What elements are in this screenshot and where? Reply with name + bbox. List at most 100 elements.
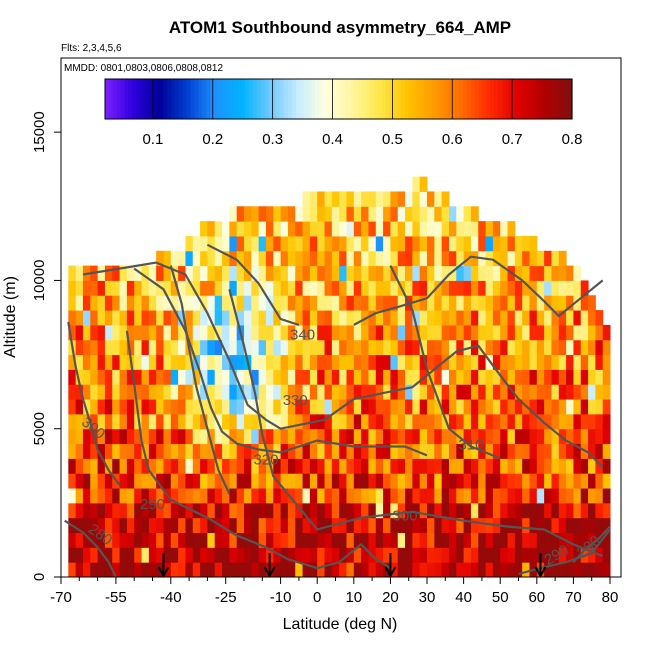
heatmap-cell <box>156 399 164 415</box>
heatmap-cell <box>485 310 494 326</box>
heatmap-cell <box>383 191 391 207</box>
heatmap-cell <box>258 547 267 563</box>
heatmap-cell <box>119 488 128 504</box>
heatmap-cell <box>141 413 150 430</box>
heatmap-cell <box>405 547 413 563</box>
heatmap-cell <box>434 354 443 370</box>
heatmap-cell <box>397 488 406 504</box>
flights-note: Flts: 2,3,4,5,6 <box>61 43 122 54</box>
heatmap-cell <box>573 384 582 400</box>
heatmap-cell <box>207 339 216 356</box>
heatmap-cell <box>192 488 201 504</box>
heatmap-cell <box>412 547 421 563</box>
heatmap-cell <box>566 502 574 519</box>
heatmap-cell <box>97 473 106 489</box>
heatmap-cell <box>375 517 384 534</box>
heatmap-cell <box>244 517 252 534</box>
heatmap-cell <box>287 502 296 519</box>
heatmap-cell <box>112 354 121 370</box>
heatmap-cell <box>558 280 567 296</box>
heatmap-cell <box>339 191 347 207</box>
heatmap-cell <box>287 339 296 356</box>
heatmap-cell <box>68 310 77 326</box>
heatmap-cell <box>82 280 91 296</box>
heatmap-cell <box>412 310 421 326</box>
heatmap-cell <box>602 547 611 563</box>
heatmap-cell <box>265 324 274 341</box>
heatmap-cell <box>588 488 596 504</box>
heatmap-cell <box>236 532 245 548</box>
heatmap-cell <box>412 562 421 577</box>
heatmap-cell <box>448 324 457 341</box>
heatmap-cell <box>419 280 428 296</box>
heatmap-cell <box>353 517 362 534</box>
heatmap-cell <box>434 295 443 311</box>
heatmap-cell <box>68 562 77 577</box>
heatmap-cell <box>456 562 465 577</box>
heatmap-cell <box>119 310 128 326</box>
heatmap-cell <box>514 265 523 281</box>
heatmap-cell <box>419 547 428 563</box>
heatmap-cell <box>273 547 282 563</box>
heatmap-cell <box>478 502 487 519</box>
heatmap-cell <box>397 339 406 356</box>
heatmap-cell <box>405 206 413 222</box>
heatmap-cell <box>258 443 267 459</box>
heatmap-cell <box>75 265 84 281</box>
heatmap-cell <box>522 235 530 252</box>
colorbar-swatch <box>280 79 285 119</box>
heatmap-cell <box>229 488 238 504</box>
heatmap-cell <box>434 502 443 519</box>
heatmap-cell <box>104 562 113 577</box>
heatmap-cell <box>470 295 479 311</box>
heatmap-cell <box>302 206 311 222</box>
heatmap-cell <box>441 221 450 237</box>
heatmap-cell <box>441 265 450 281</box>
heatmap-cell <box>470 354 479 370</box>
heatmap-cell <box>148 413 157 430</box>
heatmap-cell <box>331 458 340 474</box>
heatmap-cell <box>192 280 201 296</box>
heatmap-cell <box>302 324 311 341</box>
heatmap-cell <box>492 458 501 474</box>
heatmap-cell <box>522 502 530 519</box>
heatmap-cell <box>478 235 487 252</box>
heatmap-cell <box>558 428 567 445</box>
heatmap-cell <box>112 562 121 577</box>
heatmap-cell <box>229 384 238 400</box>
heatmap-cell <box>485 532 494 548</box>
heatmap-cell <box>566 369 574 385</box>
heatmap-cell <box>97 562 106 577</box>
heatmap-cell <box>580 532 589 548</box>
heatmap-cell <box>331 206 340 222</box>
heatmap-cell <box>595 384 604 400</box>
heatmap-cell <box>522 413 530 430</box>
heatmap-cell <box>192 458 201 474</box>
heatmap-cell <box>309 280 318 296</box>
heatmap-cell <box>485 295 494 311</box>
heatmap-cell <box>507 221 516 237</box>
heatmap-cell <box>273 221 282 237</box>
heatmap-cell <box>419 354 428 370</box>
heatmap-cell <box>470 399 479 415</box>
heatmap-cell <box>456 206 465 222</box>
heatmap-cell <box>529 339 538 356</box>
heatmap-cell <box>331 473 340 489</box>
heatmap-cell <box>119 413 128 430</box>
heatmap-cell <box>207 310 216 326</box>
heatmap-cell <box>148 280 157 296</box>
heatmap-cell <box>456 428 465 445</box>
heatmap-cell <box>544 280 552 296</box>
heatmap-cell <box>104 265 113 281</box>
heatmap-cell <box>397 443 406 459</box>
heatmap-cell <box>361 221 369 237</box>
heatmap-cell <box>214 488 223 504</box>
heatmap-cell <box>302 354 311 370</box>
heatmap-cell <box>448 428 457 445</box>
heatmap-cell <box>602 384 611 400</box>
heatmap-cell <box>273 250 282 267</box>
x-tick-label: 80 <box>602 589 619 606</box>
heatmap-cell <box>434 265 443 281</box>
heatmap-cell <box>236 488 245 504</box>
heatmap-cell <box>178 399 186 415</box>
